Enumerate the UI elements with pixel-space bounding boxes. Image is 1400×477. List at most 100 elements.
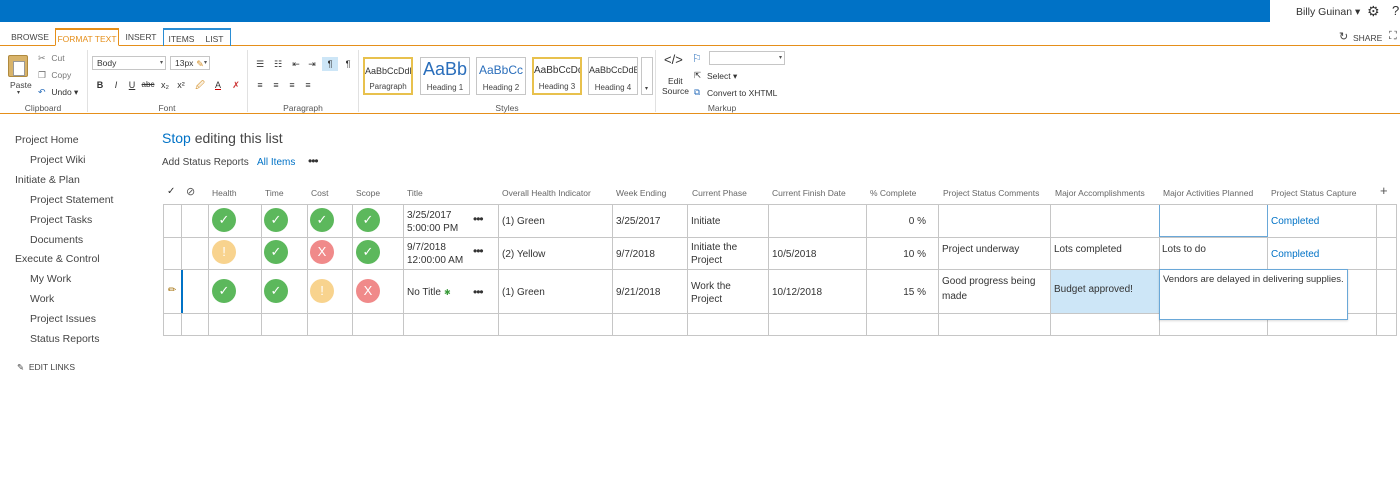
col-cost[interactable]: Cost: [311, 188, 329, 198]
col-status-capture[interactable]: Project Status Capture: [1271, 188, 1357, 198]
style-paragraph[interactable]: AaBbCcDdE Paragraph: [363, 57, 413, 95]
strikethrough-button[interactable]: abc: [141, 80, 155, 89]
col-health[interactable]: Health: [212, 188, 237, 198]
style-heading-1[interactable]: AaBb Heading 1: [420, 57, 470, 95]
col-current-phase[interactable]: Current Phase: [692, 188, 747, 198]
health-indicator-cell[interactable]: (1) Green: [502, 287, 545, 298]
edit-links-button[interactable]: ✎ EDIT LINKS: [17, 362, 75, 373]
language-icon[interactable]: ⚐: [692, 53, 702, 65]
paste-icon[interactable]: [8, 55, 28, 77]
tab-items[interactable]: ITEMS: [163, 28, 199, 46]
font-family-select[interactable]: Body ▾: [92, 56, 166, 70]
align-center-icon[interactable]: ≡: [273, 80, 279, 90]
item-menu-icon[interactable]: •••: [473, 212, 484, 226]
outdent-icon[interactable]: ⇤: [292, 59, 300, 69]
activities-edit-text[interactable]: Vendors are delayed in delivering suppli…: [1163, 274, 1344, 285]
phase-cell-line2[interactable]: Project: [691, 255, 723, 266]
convert-icon[interactable]: ⧉: [694, 87, 701, 97]
font-size-select[interactable]: 13px ▾: [170, 56, 210, 70]
highlight-icon[interactable]: 🖉: [195, 80, 205, 90]
select-all-check-icon[interactable]: ✓: [167, 186, 176, 197]
bullet-list-icon[interactable]: ☰: [255, 59, 265, 69]
align-left-icon[interactable]: ≡: [257, 80, 263, 90]
italic-button[interactable]: I: [114, 80, 118, 90]
nav-documents[interactable]: Documents: [30, 234, 84, 246]
col-major-accomplishments[interactable]: Major Accomplishments: [1055, 188, 1145, 198]
all-items-view[interactable]: All Items: [257, 157, 296, 168]
finish-date-cell[interactable]: 10/5/2018: [772, 249, 817, 260]
nav-project-wiki[interactable]: Project Wiki: [30, 154, 86, 166]
col-status-comments[interactable]: Project Status Comments: [943, 188, 1040, 198]
cut-button[interactable]: ✂ Cut: [38, 53, 65, 64]
item-menu-icon[interactable]: •••: [473, 244, 484, 258]
style-heading-4[interactable]: AaBbCcDdE Heading 4: [588, 57, 638, 95]
phase-cell[interactable]: Initiate: [691, 216, 721, 227]
paste-button[interactable]: Paste: [10, 80, 32, 90]
title-cell-line2[interactable]: 5:00:00 PM: [407, 223, 459, 234]
percent-cell[interactable]: 10 %: [903, 249, 926, 260]
edit-source-label[interactable]: Edit: [668, 76, 683, 86]
status-comments-cell[interactable]: Project underway: [942, 244, 1020, 255]
col-time[interactable]: Time: [265, 188, 284, 198]
paste-dropdown-icon[interactable]: ▾: [17, 90, 21, 96]
col-current-finish-date[interactable]: Current Finish Date: [772, 188, 846, 198]
clear-style-icon[interactable]: ✗: [232, 80, 240, 90]
edit-source-label-2[interactable]: Source: [662, 86, 689, 96]
font-color-icon[interactable]: A: [214, 80, 221, 90]
title-cell[interactable]: 9/7/2018: [407, 242, 446, 253]
justify-icon[interactable]: ≡: [305, 80, 311, 90]
col-week-ending[interactable]: Week Ending: [616, 188, 667, 198]
rtl-icon[interactable]: ¶: [345, 59, 351, 69]
bold-button[interactable]: B: [96, 80, 104, 90]
add-column-icon[interactable]: +: [1380, 183, 1388, 198]
underline-button[interactable]: U: [128, 80, 136, 90]
indent-icon[interactable]: ⇥: [308, 59, 316, 69]
phase-cell[interactable]: Initiate the: [691, 242, 738, 253]
accomplishments-cell[interactable]: Lots completed: [1054, 244, 1122, 255]
superscript-button[interactable]: x²: [177, 80, 185, 90]
status-capture-link[interactable]: Completed: [1271, 216, 1320, 227]
help-icon[interactable]: ?: [1392, 3, 1400, 18]
stop-editing-link[interactable]: Stop: [162, 130, 191, 146]
activities-edit-field[interactable]: Vendors are delayed in delivering suppli…: [1159, 269, 1348, 320]
nav-my-work[interactable]: My Work: [30, 273, 72, 285]
tab-list[interactable]: LIST: [199, 28, 231, 46]
nav-work[interactable]: Work: [30, 293, 55, 305]
title-cell[interactable]: No Title: [407, 287, 441, 298]
align-right-icon[interactable]: ≡: [289, 80, 295, 90]
style-heading-2[interactable]: AaBbCc Heading 2: [476, 57, 526, 95]
phase-cell[interactable]: Work the: [691, 281, 731, 292]
share-button[interactable]: SHARE: [1353, 33, 1383, 43]
markup-styles-select[interactable]: ▾: [709, 51, 785, 65]
activities-cell[interactable]: Lots to do: [1162, 244, 1206, 255]
nav-project-issues[interactable]: Project Issues: [30, 313, 96, 325]
week-ending-cell[interactable]: 9/7/2018: [616, 249, 655, 260]
accomplishments-cell[interactable]: Budget approved!: [1054, 284, 1133, 295]
col-major-activities[interactable]: Major Activities Planned: [1163, 188, 1254, 198]
tab-insert[interactable]: INSERT: [125, 32, 157, 42]
health-indicator-cell[interactable]: (1) Green: [502, 216, 545, 227]
week-ending-cell[interactable]: 9/21/2018: [616, 287, 661, 298]
week-ending-cell[interactable]: 3/25/2017: [616, 216, 661, 227]
convert-xhtml-button[interactable]: Convert to XHTML: [707, 88, 778, 98]
health-indicator-cell[interactable]: (2) Yellow: [502, 249, 546, 260]
nav-project-tasks[interactable]: Project Tasks: [30, 214, 93, 226]
add-status-reports-link[interactable]: Add Status Reports: [162, 157, 249, 168]
title-cell[interactable]: 3/25/2017: [407, 210, 452, 221]
col-percent-complete[interactable]: % Complete: [870, 188, 917, 198]
tab-format-text[interactable]: FORMAT TEXT: [55, 28, 119, 46]
col-scope[interactable]: Scope: [356, 188, 381, 198]
nav-initiate-plan[interactable]: Initiate & Plan: [15, 174, 80, 186]
percent-cell[interactable]: 15 %: [903, 287, 926, 298]
tab-browse[interactable]: BROWSE: [11, 32, 49, 42]
select-button[interactable]: Select ▾: [707, 71, 738, 81]
select-icon[interactable]: ⇱: [694, 70, 702, 80]
styles-scroll-button[interactable]: ▾: [641, 57, 653, 95]
nav-project-home[interactable]: Project Home: [15, 134, 79, 146]
item-menu-icon[interactable]: •••: [473, 285, 484, 299]
style-heading-3[interactable]: AaBbCcDd Heading 3: [532, 57, 582, 95]
title-cell-line2[interactable]: 12:00:00 AM: [407, 255, 464, 266]
user-menu[interactable]: Billy Guinan ▾: [1296, 6, 1361, 18]
ltr-icon[interactable]: ¶: [322, 57, 338, 71]
finish-date-cell[interactable]: 10/12/2018: [772, 287, 823, 298]
